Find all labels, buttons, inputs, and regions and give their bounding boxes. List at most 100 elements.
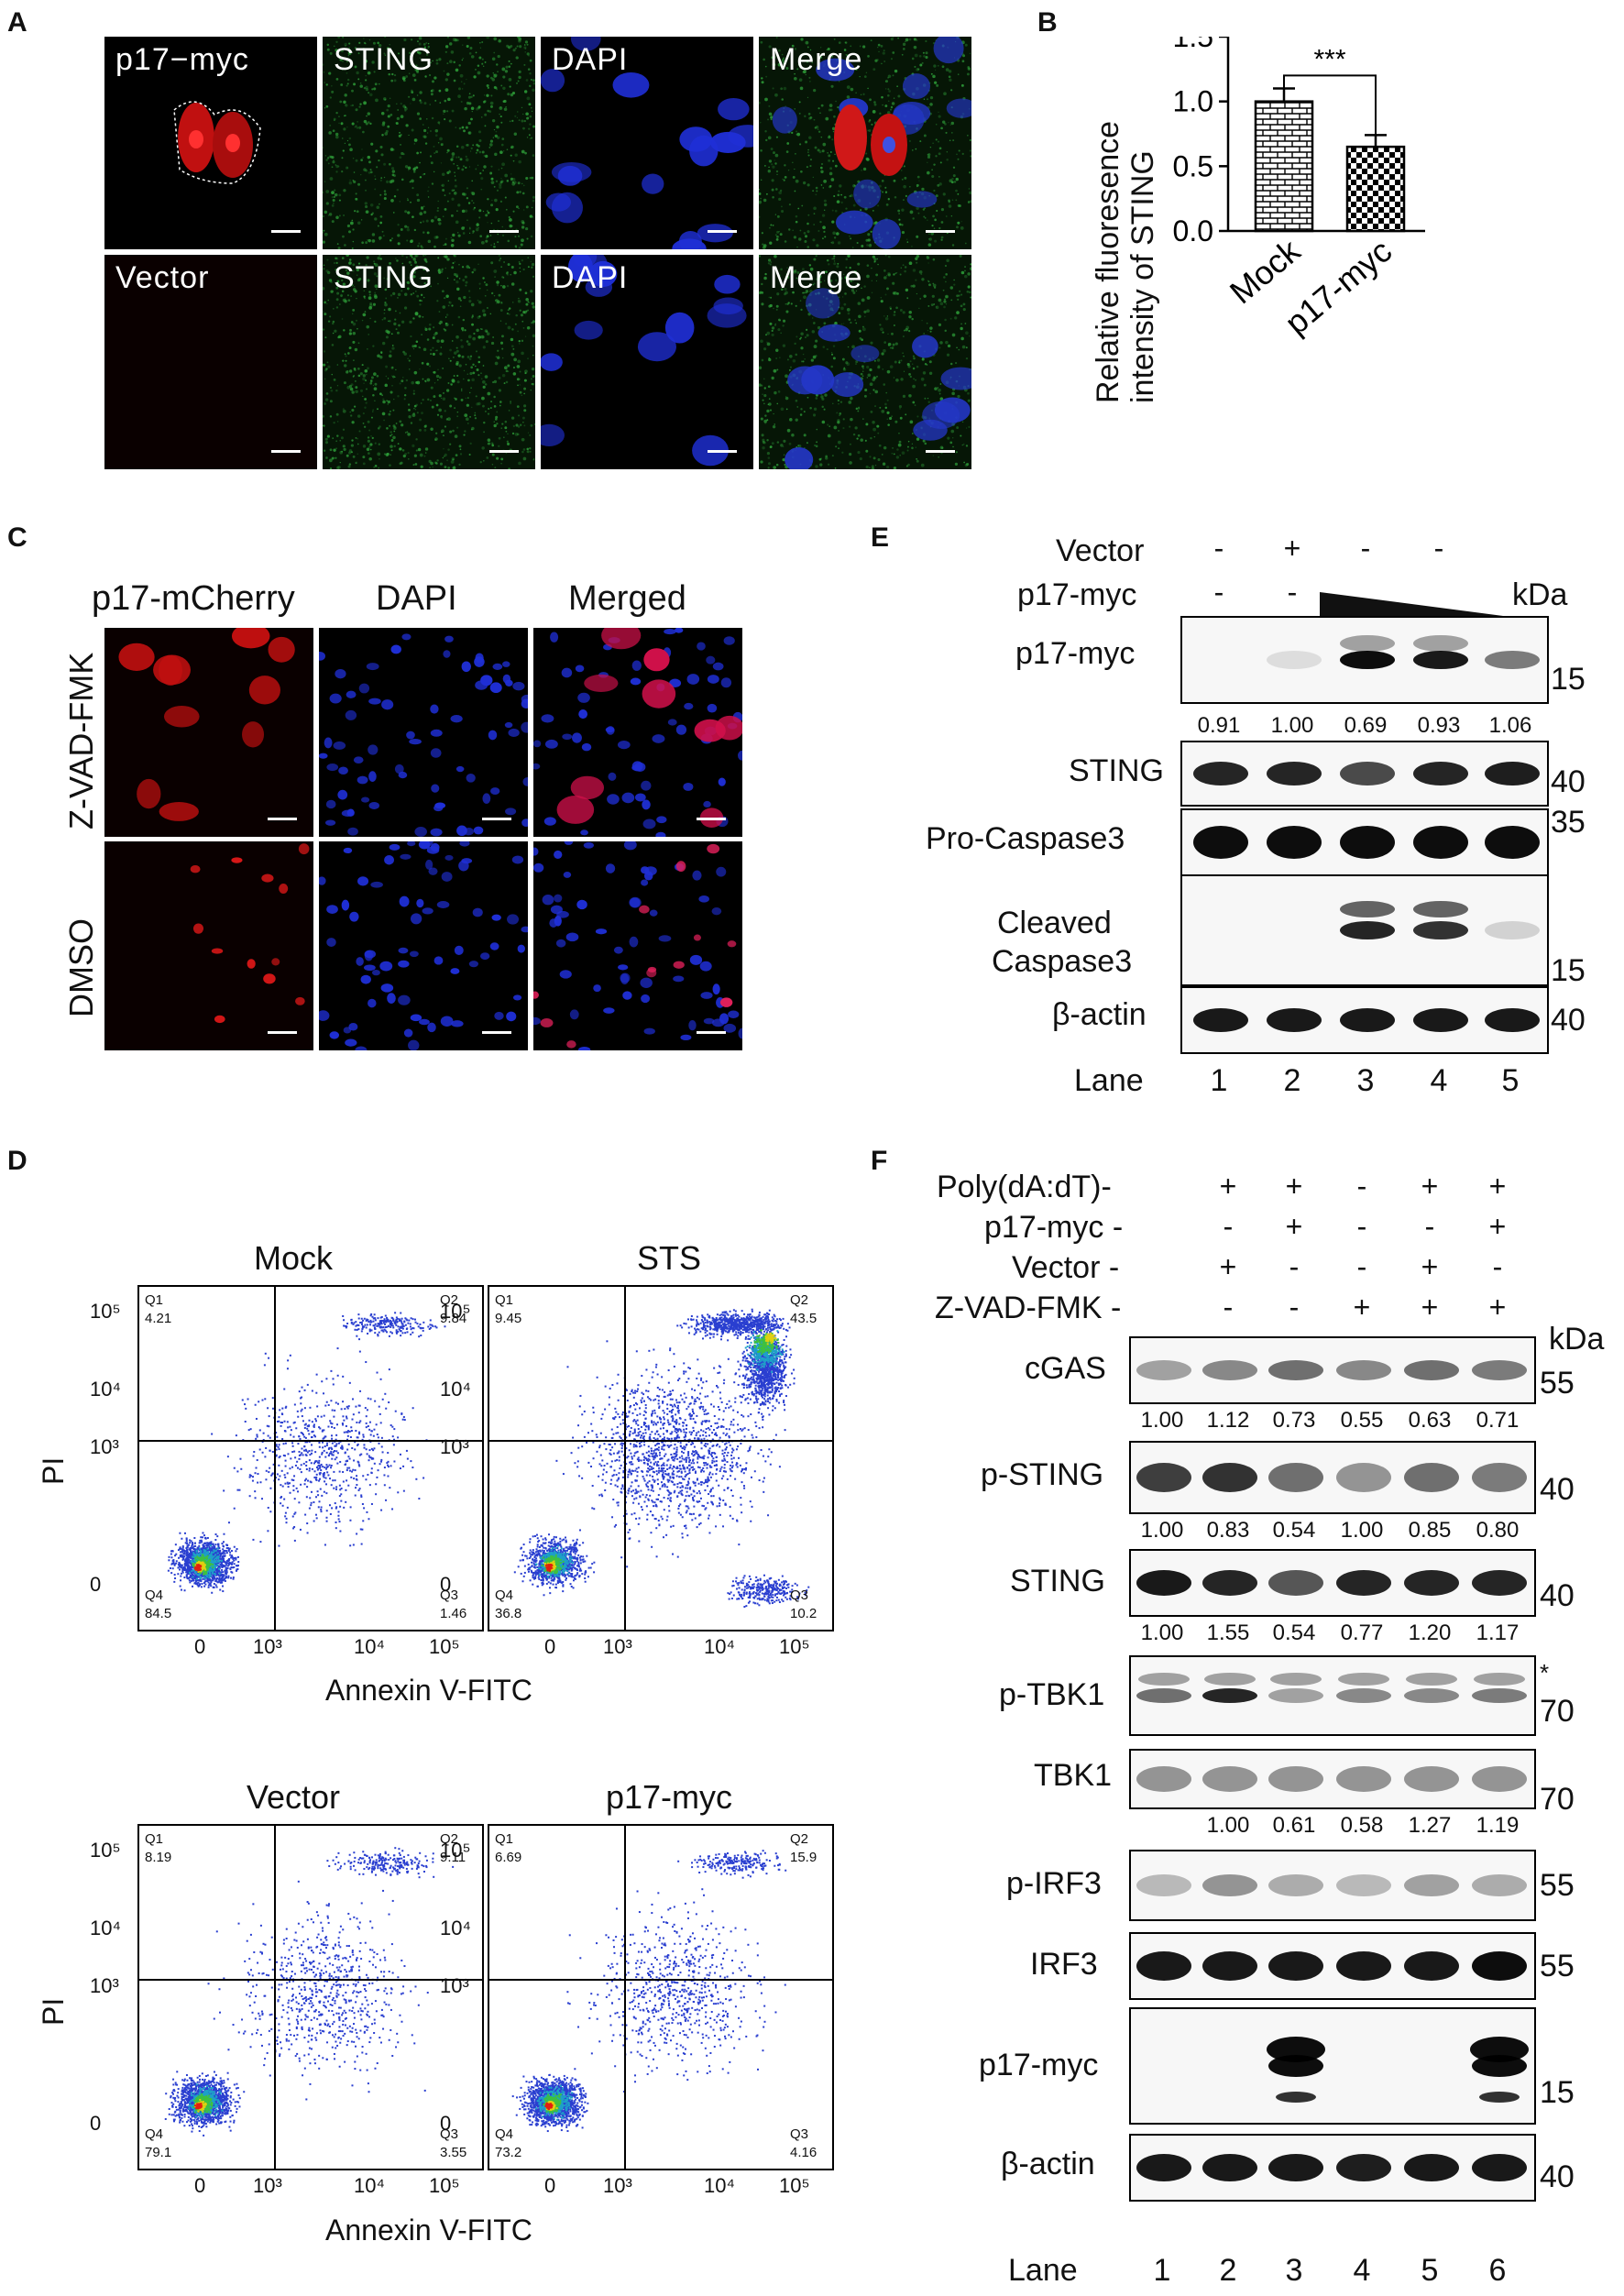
blot-label: Cleaved bbox=[997, 906, 1112, 940]
densitometry-ratio: 0.80 bbox=[1476, 1518, 1520, 1543]
quadrant-percentage: 8.19 bbox=[145, 1850, 172, 1865]
y-axis-title-line2: intensity of STING bbox=[1125, 150, 1160, 403]
lane-number: 4 bbox=[1430, 1063, 1448, 1098]
scale-bar bbox=[697, 818, 726, 820]
kda-marker: 40 bbox=[1540, 2159, 1575, 2194]
tile-dapi-zvad bbox=[319, 628, 528, 837]
bar-1 bbox=[1345, 145, 1406, 233]
quadrant-name: Q4 bbox=[495, 2126, 514, 2142]
tile-merge: Merge bbox=[759, 255, 971, 469]
band bbox=[1193, 1008, 1248, 1032]
band bbox=[1485, 1008, 1540, 1032]
densitometry-ratio: 0.55 bbox=[1340, 1408, 1384, 1433]
scale-bar bbox=[926, 230, 955, 233]
densitometry-ratio: 1.17 bbox=[1476, 1620, 1520, 1645]
tile-label: Vector bbox=[115, 260, 210, 295]
band bbox=[1340, 762, 1395, 785]
treatment-sign: + bbox=[1488, 1291, 1507, 1324]
band bbox=[1336, 1463, 1391, 1492]
kda-marker: 40 bbox=[1551, 764, 1586, 799]
blot-strip bbox=[1180, 808, 1549, 876]
band bbox=[1193, 826, 1248, 859]
treatment-sign: - bbox=[1356, 1170, 1367, 1203]
band bbox=[1472, 1570, 1527, 1596]
band bbox=[1202, 1874, 1257, 1896]
panel-label-d: D bbox=[7, 1146, 27, 1176]
significance-label: *** bbox=[1313, 44, 1345, 74]
treatment-sign: - bbox=[1223, 1210, 1234, 1243]
band bbox=[1136, 1570, 1191, 1596]
blot-strip bbox=[1129, 2007, 1536, 2125]
quadrant-name: Q1 bbox=[495, 1831, 514, 1847]
x-tick-label: 0 bbox=[194, 2174, 206, 2197]
tile-merged-dmso bbox=[533, 841, 742, 1050]
blot-label: β-actin bbox=[1052, 997, 1147, 1032]
col-title-dapi: DAPI bbox=[376, 579, 457, 618]
treatment-sign: + bbox=[1219, 1250, 1237, 1283]
densitometry-ratio: 0.71 bbox=[1476, 1408, 1520, 1433]
x-tick-label: 10⁴ bbox=[354, 1635, 385, 1658]
treatment-label: Poly(dA:dT)- bbox=[937, 1170, 1112, 1204]
band bbox=[1336, 1570, 1391, 1596]
blot-label: p-IRF3 bbox=[1006, 1866, 1102, 1901]
treatment-sign: + bbox=[1283, 532, 1301, 565]
blot-label-line2: Caspase3 bbox=[992, 944, 1133, 979]
quadrant-percentage: 4.21 bbox=[145, 1311, 172, 1326]
band bbox=[1202, 1951, 1257, 1981]
quadrant-name: Q3 bbox=[440, 1587, 459, 1603]
band bbox=[1336, 1951, 1391, 1981]
treatment-sign: - bbox=[1287, 576, 1298, 609]
kda-title: kDa bbox=[1549, 1322, 1605, 1357]
x-tick-label: 10⁴ bbox=[704, 1635, 735, 1658]
treatment-sign: + bbox=[1285, 1210, 1303, 1243]
treatment-sign: - bbox=[1289, 1250, 1300, 1283]
blot-strip bbox=[1129, 1655, 1536, 1736]
treatment-sign: + bbox=[1421, 1170, 1439, 1203]
significance-bracket bbox=[1283, 74, 1377, 136]
treatment-sign: - bbox=[1223, 1291, 1234, 1324]
y-axis-title: Relative fluoresence intensity of STING bbox=[1091, 27, 1164, 412]
blot-strip bbox=[1129, 2134, 1536, 2202]
densitometry-ratio: 0.61 bbox=[1272, 1813, 1316, 1838]
band bbox=[1202, 1463, 1257, 1492]
tile-mcherry-dmso bbox=[104, 841, 313, 1050]
treatment-label: Vector - bbox=[1012, 1250, 1120, 1285]
treatment-sign: - bbox=[1356, 1210, 1367, 1243]
densitometry-ratio: 1.19 bbox=[1476, 1813, 1520, 1838]
scale-bar bbox=[268, 818, 297, 820]
lane-title: Lane bbox=[1008, 2253, 1078, 2288]
flow-title: Vector bbox=[246, 1778, 341, 1816]
quadrant-name: Q2 bbox=[790, 1292, 809, 1308]
quadrant-name: Q4 bbox=[145, 1587, 164, 1603]
treatment-label: p17-myc bbox=[1017, 577, 1137, 612]
treatment-sign: - bbox=[1433, 532, 1444, 565]
band bbox=[1267, 1008, 1322, 1032]
treatment-label: Vector bbox=[1056, 533, 1145, 568]
kda-marker: 15 bbox=[1551, 662, 1586, 697]
densitometry-ratio: 0.77 bbox=[1340, 1620, 1384, 1645]
sting-ratio: 0.69 bbox=[1344, 713, 1388, 738]
band bbox=[1404, 1874, 1459, 1896]
band bbox=[1485, 921, 1540, 939]
y-tick-label: 10⁴ bbox=[90, 1378, 121, 1401]
scatter-plot bbox=[489, 1287, 832, 1630]
blot-strip bbox=[1180, 616, 1549, 704]
band bbox=[1472, 1766, 1527, 1792]
quadrant-percentage: 1.46 bbox=[440, 1606, 467, 1621]
treatment-sign: + bbox=[1353, 1291, 1371, 1324]
kda-marker: 55 bbox=[1540, 1868, 1575, 1903]
quadrant-percentage: 36.8 bbox=[495, 1606, 522, 1621]
blot-label: TBK1 bbox=[1034, 1758, 1113, 1793]
kda-marker: 55 bbox=[1540, 1366, 1575, 1401]
tile-dapi-dmso bbox=[319, 841, 528, 1050]
quadrant-name: Q1 bbox=[145, 1292, 164, 1308]
kda-title: kDa bbox=[1512, 577, 1568, 612]
band bbox=[1136, 1874, 1191, 1896]
lane-number: 3 bbox=[1285, 2253, 1303, 2288]
band bbox=[1340, 1008, 1395, 1032]
x-tick-label: 10⁵ bbox=[779, 1635, 810, 1658]
band bbox=[1485, 651, 1540, 669]
band bbox=[1202, 1570, 1257, 1596]
scale-bar bbox=[482, 1031, 511, 1034]
band bbox=[1485, 826, 1540, 859]
